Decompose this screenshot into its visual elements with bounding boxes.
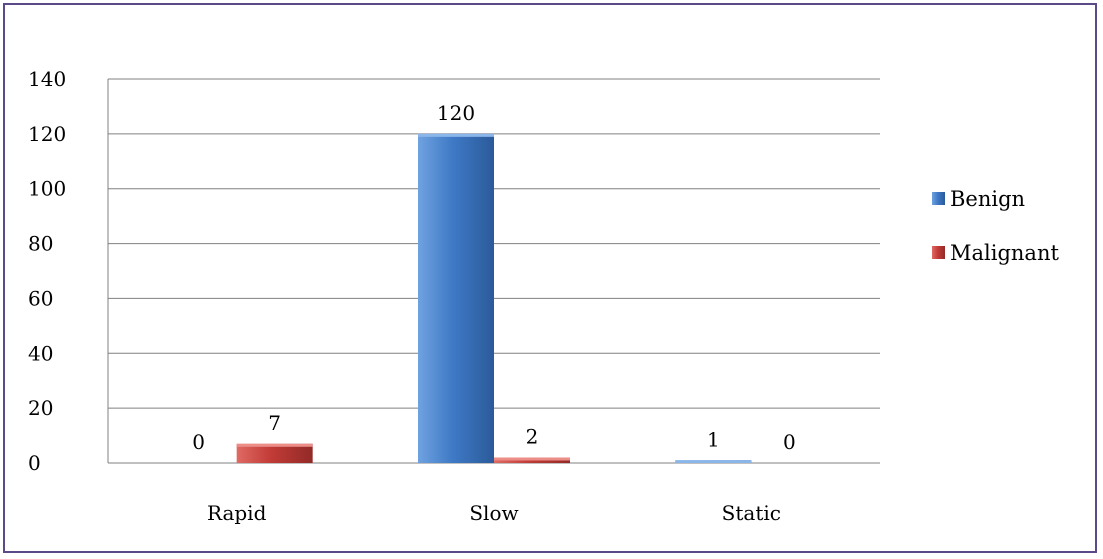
ytick-label: 140	[28, 67, 66, 91]
ytick-label: 40	[28, 341, 53, 365]
data-label: 0	[783, 430, 796, 454]
bar-malignant-rapid	[236, 443, 313, 463]
bar-benign-slow	[418, 133, 494, 463]
data-label: 1	[707, 427, 720, 451]
category-label: Slow	[469, 501, 518, 525]
legend-swatch-benign	[932, 192, 945, 205]
data-label: 0	[192, 430, 205, 454]
ytick-label: 100	[28, 177, 66, 201]
data-label: 2	[526, 425, 539, 449]
bar-top-edge	[236, 443, 313, 447]
ytick-label: 20	[28, 396, 53, 420]
data-label: 120	[437, 101, 475, 125]
legend-swatch-malignant	[932, 246, 945, 259]
ytick-label: 80	[28, 232, 53, 256]
bar-top-edge	[494, 457, 570, 461]
bar-top-edge	[418, 133, 494, 137]
legend-entry-benign: Benign	[950, 187, 1025, 211]
category-label: Static	[722, 501, 781, 525]
ytick-label: 60	[28, 286, 53, 310]
bar-top-edge	[675, 460, 752, 463]
legend-entry-malignant: Malignant	[950, 241, 1059, 265]
ytick-label: 120	[28, 122, 66, 146]
category-label: Rapid	[207, 501, 267, 525]
data-label: 7	[268, 411, 281, 435]
ytick-label: 0	[28, 451, 41, 475]
